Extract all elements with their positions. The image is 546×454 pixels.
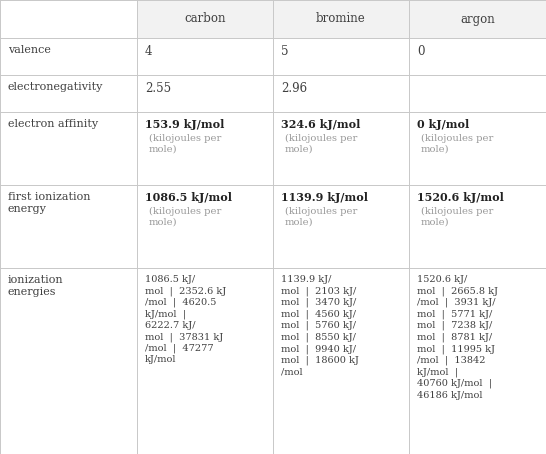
- Text: first ionization
energy: first ionization energy: [8, 192, 91, 213]
- Text: (kilojoules per
mole): (kilojoules per mole): [421, 207, 494, 227]
- Text: ionization
energies: ionization energies: [8, 275, 64, 296]
- Text: (kilojoules per
mole): (kilojoules per mole): [421, 134, 494, 153]
- Text: 4: 4: [145, 45, 152, 58]
- Text: (kilojoules per
mole): (kilojoules per mole): [285, 207, 358, 227]
- Text: bromine: bromine: [316, 13, 366, 25]
- Text: 2.55: 2.55: [145, 82, 171, 95]
- Text: 1139.9 kJ/
mol  |  2103 kJ/
mol  |  3470 kJ/
mol  |  4560 kJ/
mol  |  5760 kJ/
m: 1139.9 kJ/ mol | 2103 kJ/ mol | 3470 kJ/…: [281, 275, 359, 376]
- Text: 2.96: 2.96: [281, 82, 307, 95]
- Text: 5: 5: [281, 45, 288, 58]
- Text: (kilojoules per
mole): (kilojoules per mole): [149, 134, 221, 153]
- Text: electronegativity: electronegativity: [8, 82, 103, 92]
- Text: 153.9 kJ/mol: 153.9 kJ/mol: [145, 119, 224, 130]
- Text: electron affinity: electron affinity: [8, 119, 98, 129]
- Text: 324.6 kJ/mol: 324.6 kJ/mol: [281, 119, 360, 130]
- Text: carbon: carbon: [184, 13, 225, 25]
- Bar: [137, 0, 546, 38]
- Text: valence: valence: [8, 45, 51, 55]
- Text: (kilojoules per
mole): (kilojoules per mole): [285, 134, 358, 153]
- Text: 0: 0: [417, 45, 424, 58]
- Text: 1520.6 kJ/mol: 1520.6 kJ/mol: [417, 192, 504, 203]
- Text: 1520.6 kJ/
mol  |  2665.8 kJ
/mol  |  3931 kJ/
mol  |  5771 kJ/
mol  |  7238 kJ/: 1520.6 kJ/ mol | 2665.8 kJ /mol | 3931 k…: [417, 275, 498, 400]
- Text: argon: argon: [460, 13, 495, 25]
- Text: 1086.5 kJ/
mol  |  2352.6 kJ
/mol  |  4620.5
kJ/mol  |
6222.7 kJ/
mol  |  37831 : 1086.5 kJ/ mol | 2352.6 kJ /mol | 4620.5…: [145, 275, 226, 364]
- Text: 1139.9 kJ/mol: 1139.9 kJ/mol: [281, 192, 368, 203]
- Text: 1086.5 kJ/mol: 1086.5 kJ/mol: [145, 192, 232, 203]
- Text: (kilojoules per
mole): (kilojoules per mole): [149, 207, 221, 227]
- Text: 0 kJ/mol: 0 kJ/mol: [417, 119, 469, 130]
